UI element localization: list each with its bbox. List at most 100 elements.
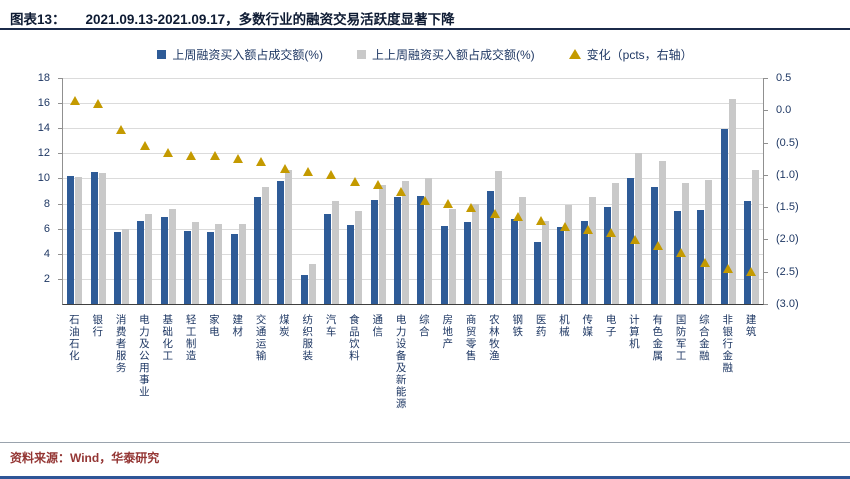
change-triangle-marker bbox=[209, 150, 220, 160]
bar-prev-week bbox=[261, 187, 269, 304]
category-label: 纺织服装 bbox=[301, 314, 314, 362]
right-axis-tick bbox=[764, 110, 768, 112]
category-label: 煤炭 bbox=[277, 314, 290, 338]
gridline bbox=[63, 153, 763, 155]
chart-legend: 上周融资买入额占成交额(%) 上上周融资买入额占成交额(%) 变化（pcts，右轴） bbox=[0, 44, 850, 64]
category-slot: 有色金属 bbox=[645, 314, 668, 362]
square-marker-icon bbox=[356, 49, 366, 59]
gridline bbox=[63, 178, 763, 180]
legend-item-1: 上周融资买入额占成交额(%) bbox=[157, 46, 323, 63]
y-axis-tick-label: 10 bbox=[37, 172, 50, 185]
category-label: 国防军工 bbox=[674, 314, 687, 362]
bar-last-week bbox=[300, 275, 308, 304]
category-label: 建筑 bbox=[744, 314, 757, 338]
left-axis-tick bbox=[58, 203, 62, 205]
change-triangle-marker bbox=[279, 163, 290, 173]
bar-prev-week bbox=[448, 208, 456, 304]
gridline bbox=[63, 203, 763, 205]
bar-last-week bbox=[697, 209, 705, 304]
y-axis-tick-label: (1.5) bbox=[776, 201, 799, 214]
bar-last-week bbox=[533, 242, 541, 304]
category-axis-labels: 石油石化 银行 消费者服务 电力及公用事业 基础化工 轻工制造 家电 建材 交通运输 煤炭 纺织服装… bbox=[62, 310, 762, 442]
left-axis-tick bbox=[58, 128, 62, 130]
y-axis-tick-label: (0.5) bbox=[776, 136, 799, 149]
change-triangle-marker bbox=[303, 167, 313, 177]
change-triangle-marker bbox=[419, 196, 430, 206]
change-triangle-marker bbox=[746, 267, 757, 277]
bar-last-week bbox=[510, 218, 518, 304]
change-triangle-marker bbox=[606, 228, 617, 238]
bar-last-week bbox=[183, 231, 191, 304]
bar-prev-week bbox=[495, 170, 503, 304]
bar-last-week bbox=[253, 197, 261, 304]
category-slot: 通信 bbox=[365, 314, 388, 338]
bar-prev-week bbox=[75, 177, 83, 304]
y-axis-tick-label: 18 bbox=[37, 72, 50, 84]
bar-prev-week bbox=[331, 201, 339, 304]
y-axis-tick-label: 8 bbox=[43, 197, 50, 210]
category-slot: 银行 bbox=[85, 314, 108, 338]
change-triangle-marker bbox=[676, 247, 687, 257]
y-axis-tick-label: (1.0) bbox=[776, 168, 799, 181]
category-label: 电子 bbox=[604, 314, 617, 338]
category-label: 房地产 bbox=[441, 314, 454, 350]
right-axis-tick bbox=[764, 207, 768, 209]
bar-prev-week bbox=[658, 160, 666, 304]
change-triangle-marker bbox=[513, 212, 523, 222]
category-label: 电力及公用事业 bbox=[137, 314, 150, 398]
category-slot: 消费者服务 bbox=[109, 314, 132, 374]
category-label: 银行 bbox=[91, 314, 104, 338]
category-label: 食品饮料 bbox=[347, 314, 360, 362]
category-label: 建材 bbox=[231, 314, 244, 338]
change-triangle-marker bbox=[396, 186, 407, 196]
change-triangle-marker bbox=[349, 176, 360, 186]
category-slot: 建材 bbox=[225, 314, 248, 338]
category-label: 钢铁 bbox=[511, 314, 524, 338]
bar-last-week bbox=[277, 180, 285, 304]
bar-last-week bbox=[673, 211, 681, 304]
bar-prev-week bbox=[401, 180, 409, 304]
left-axis-tick bbox=[58, 278, 62, 280]
bar-last-week bbox=[370, 199, 378, 304]
category-slot: 商贸零售 bbox=[459, 314, 482, 362]
category-slot: 钢铁 bbox=[505, 314, 528, 338]
category-slot: 基础化工 bbox=[155, 314, 178, 362]
bar-last-week bbox=[743, 201, 751, 304]
category-label: 消费者服务 bbox=[114, 314, 127, 374]
bar-last-week bbox=[137, 221, 145, 304]
change-triangle-marker bbox=[536, 215, 547, 225]
right-axis-tick bbox=[764, 78, 768, 79]
bar-last-week bbox=[160, 217, 168, 304]
bar-last-week bbox=[580, 221, 588, 304]
category-slot: 电力及公用事业 bbox=[132, 314, 155, 398]
bar-prev-week bbox=[285, 169, 293, 304]
category-label: 家电 bbox=[207, 314, 220, 338]
category-label: 交通运输 bbox=[254, 314, 267, 362]
y-axis-tick-label: 6 bbox=[43, 222, 50, 235]
bar-prev-week bbox=[238, 223, 246, 304]
bar-last-week bbox=[557, 227, 565, 304]
bar-last-week bbox=[67, 175, 75, 304]
bar-prev-week bbox=[681, 183, 689, 304]
legend-label: 变化（pcts，右轴） bbox=[586, 47, 693, 62]
category-label: 基础化工 bbox=[161, 314, 174, 362]
category-label: 商贸零售 bbox=[464, 314, 477, 362]
bottom-border bbox=[0, 476, 850, 479]
change-triangle-marker bbox=[69, 96, 80, 106]
category-slot: 煤炭 bbox=[272, 314, 295, 338]
y-axis-tick-label: (3.0) bbox=[776, 298, 799, 310]
category-slot: 国防军工 bbox=[669, 314, 692, 362]
bar-prev-week bbox=[471, 203, 479, 304]
bar-prev-week bbox=[705, 179, 713, 304]
bar-last-week bbox=[440, 226, 448, 304]
gridline bbox=[63, 78, 763, 79]
bar-prev-week bbox=[611, 183, 619, 304]
change-triangle-marker bbox=[116, 125, 127, 135]
bar-last-week bbox=[323, 213, 331, 304]
right-axis-tick bbox=[764, 174, 768, 176]
triangle-marker-icon bbox=[568, 49, 581, 59]
y-axis-tick-label: 12 bbox=[37, 147, 50, 160]
change-triangle-marker bbox=[163, 147, 173, 157]
y-axis-tick-label: (2.5) bbox=[776, 265, 799, 278]
category-slot: 建筑 bbox=[739, 314, 762, 338]
